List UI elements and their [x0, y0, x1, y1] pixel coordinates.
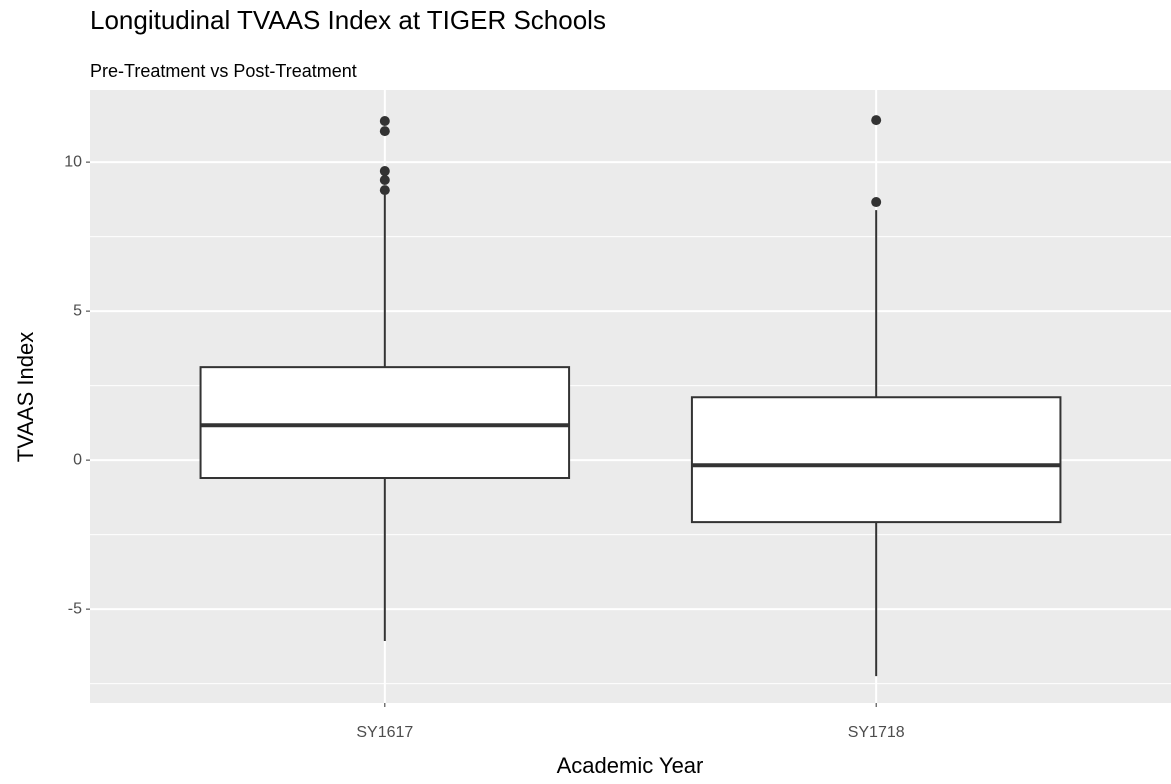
box [690, 396, 1062, 524]
box [199, 366, 571, 480]
y-tick-label: 5 [73, 302, 82, 319]
outlier [379, 166, 390, 177]
y-tick-label: -5 [68, 600, 82, 617]
chart-subtitle: Pre-Treatment vs Post-Treatment [90, 61, 357, 81]
outlier [379, 185, 390, 196]
chart-title: Longitudinal TVAAS Index at TIGER School… [90, 5, 606, 35]
outlier [871, 115, 882, 126]
outlier [379, 115, 390, 126]
outlier [379, 174, 390, 185]
y-axis-title: TVAAS Index [13, 332, 38, 462]
x-tick-label: SY1718 [848, 724, 905, 741]
x-axis-title: Academic Year [557, 753, 704, 778]
x-tick-label: SY1617 [356, 724, 413, 741]
outlier [379, 126, 390, 137]
outlier [871, 197, 882, 208]
y-tick-label: 0 [73, 451, 82, 468]
y-tick-label: 10 [64, 153, 82, 170]
